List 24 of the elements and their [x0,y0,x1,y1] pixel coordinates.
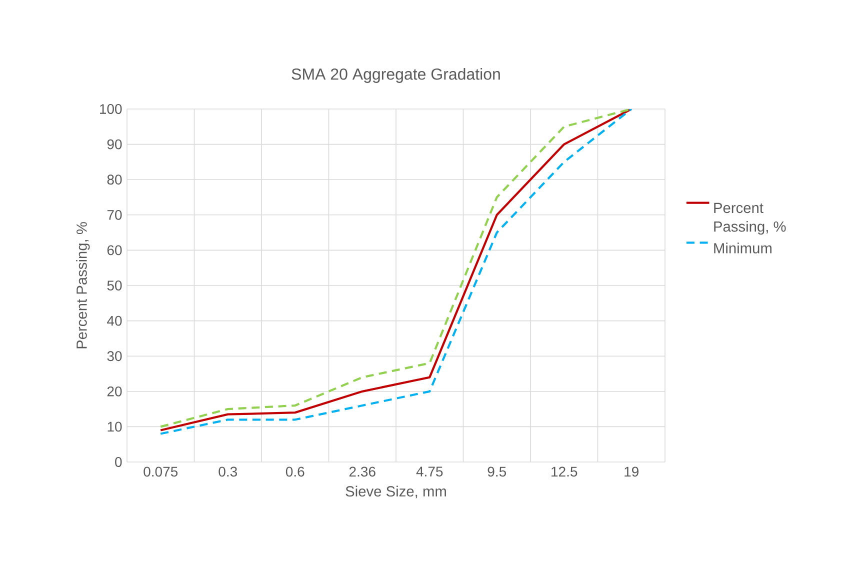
y-axis-title: Percent Passing, % [76,222,90,348]
x-axis-title: Sieve Size, mm [346,486,446,498]
y-tick-label: 40 [107,316,122,326]
y-tick-label: 0 [115,457,122,467]
x-tick-label: 4.75 [416,466,443,476]
x-tick-label: 0.3 [218,466,237,477]
legend-label: Minimum [714,242,772,254]
legend-label: Percent Passing, % [714,202,786,235]
chart-title: SMA 20 Aggregate Gradation [292,68,500,83]
x-tick-label: 0.075 [144,466,178,477]
y-tick-label: 10 [108,422,122,432]
y-tick-label: 50 [107,280,122,290]
y-tick-label: 60 [107,245,122,256]
x-tick-label: 2.36 [349,466,376,477]
x-tick-label: 9.5 [488,466,506,477]
y-tick-label: 70 [107,210,122,220]
x-tick-label: 12.5 [552,466,578,477]
x-tick-label: 0.6 [286,466,304,477]
y-tick-label: 20 [107,386,122,396]
x-tick-label: 19 [624,466,638,477]
y-tick-label: 100 [100,104,122,114]
y-tick-label: 80 [107,174,122,185]
y-tick-label: 90 [107,139,122,150]
y-tick-label: 30 [107,351,122,362]
